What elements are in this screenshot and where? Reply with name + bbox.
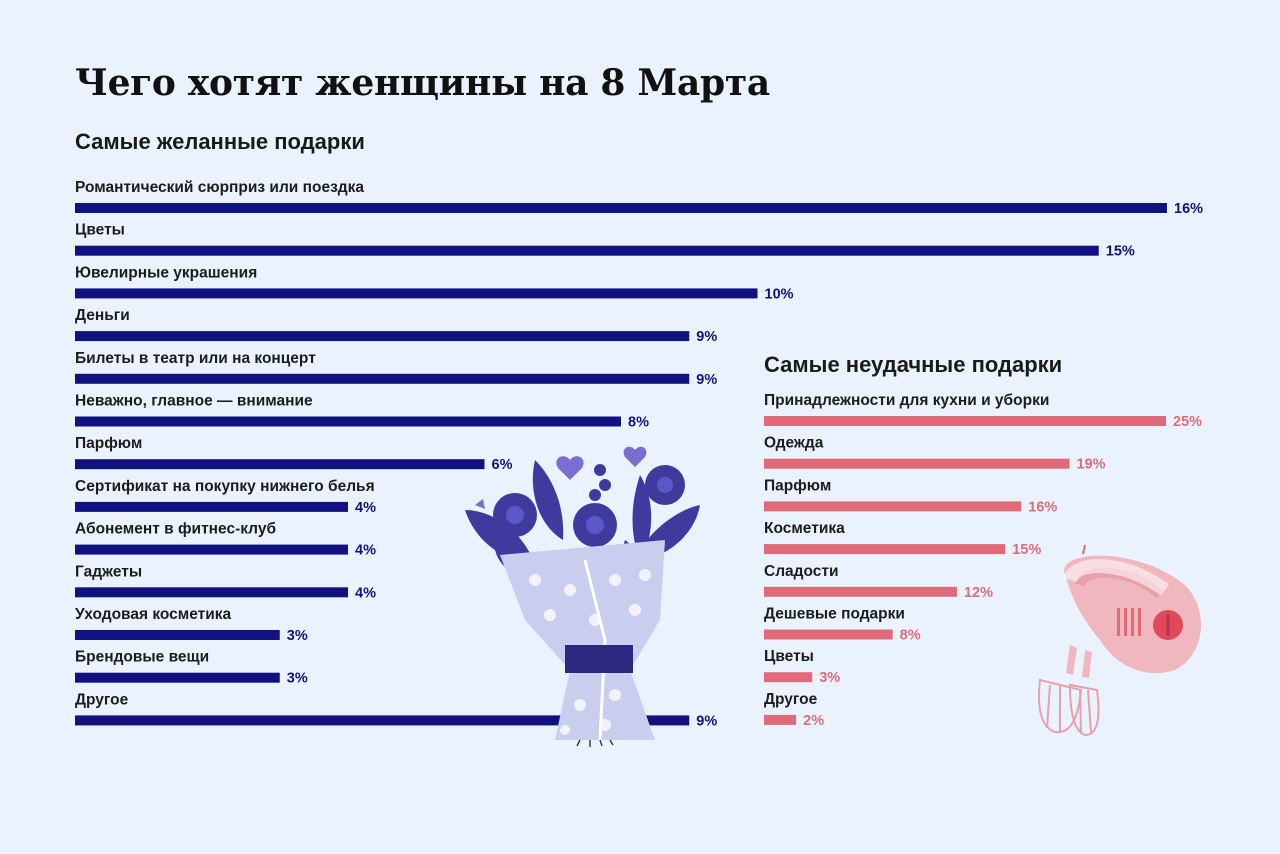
- unwanted-gift-bar: [764, 629, 893, 640]
- desired-gift-category-label: Билеты в театр или на концерт: [75, 350, 316, 367]
- desired-gift-value-label: 6%: [492, 457, 513, 473]
- unwanted-gift-value-label: 25%: [1173, 414, 1202, 430]
- unwanted-gift-bar: [764, 714, 797, 725]
- desired-gift-bar: [75, 459, 485, 470]
- desired-gift-bar: [75, 501, 348, 512]
- desired-gift-category-label: Другое: [75, 691, 129, 708]
- desired-gift-value-label: 9%: [696, 329, 717, 345]
- unwanted-gift-value-label: 15%: [1012, 542, 1041, 558]
- unwanted-gift-value-label: 2%: [803, 713, 824, 729]
- desired-gift-value-label: 3%: [287, 628, 308, 644]
- desired-gift-category-label: Деньги: [75, 307, 130, 324]
- desired-gift-bar: [75, 544, 348, 555]
- desired-gift-value-label: 3%: [287, 671, 308, 687]
- unwanted-gift-bar: [764, 416, 1166, 426]
- unwanted-gift-category-label: Сладости: [764, 563, 839, 580]
- desired-gift-value-label: 4%: [355, 585, 376, 601]
- desired-gift-value-label: 16%: [1174, 201, 1203, 217]
- desired-gift-bar: [75, 715, 690, 726]
- unwanted-gifts-title: Самые неудачные подарки: [764, 352, 1063, 377]
- unwanted-gift-value-label: 19%: [1077, 457, 1106, 473]
- desired-gift-category-label: Неважно, главное — внимание: [75, 393, 313, 410]
- unwanted-gift-value-label: 8%: [900, 628, 921, 644]
- unwanted-gift-bar: [764, 544, 1006, 555]
- desired-gift-bar: [75, 331, 690, 342]
- unwanted-gift-value-label: 3%: [819, 670, 840, 686]
- flower-bouquet-icon: [465, 446, 700, 747]
- desired-gift-value-label: 9%: [696, 713, 717, 729]
- desired-gift-bar: [75, 587, 348, 598]
- unwanted-gift-category-label: Другое: [764, 691, 818, 708]
- desired-gift-value-label: 9%: [696, 372, 717, 388]
- desired-gift-category-label: Брендовые вещи: [75, 649, 209, 666]
- desired-gift-category-label: Романтический сюрприз или поездка: [75, 179, 364, 196]
- desired-gift-value-label: 8%: [628, 415, 649, 431]
- desired-gift-bar: [75, 416, 621, 427]
- desired-gift-category-label: Ювелирные украшения: [75, 264, 257, 281]
- hand-mixer-icon: [1038, 544, 1202, 737]
- unwanted-gift-bar: [764, 501, 1022, 512]
- desired-gift-bar: [75, 373, 690, 384]
- desired-gifts-title: Самые желанные подарки: [75, 129, 365, 154]
- desired-gift-value-label: 4%: [355, 500, 376, 516]
- desired-gift-value-label: 15%: [1106, 244, 1135, 260]
- desired-gift-category-label: Парфюм: [75, 435, 142, 452]
- desired-gift-category-label: Сертификат на покупку нижнего белья: [75, 478, 375, 495]
- unwanted-gift-bar: [764, 586, 957, 597]
- unwanted-gift-category-label: Дешевые подарки: [764, 606, 905, 623]
- desired-gift-bar: [75, 630, 280, 640]
- desired-gift-value-label: 4%: [355, 543, 376, 559]
- desired-gift-value-label: 10%: [765, 286, 794, 302]
- desired-gift-category-label: Абонемент в фитнес-клуб: [75, 521, 276, 538]
- unwanted-gift-category-label: Одежда: [764, 435, 824, 452]
- desired-gift-category-label: Гаджеты: [75, 563, 142, 580]
- desired-gift-category-label: Уходовая косметика: [75, 606, 232, 623]
- desired-gift-bar: [75, 288, 758, 299]
- unwanted-gift-bar: [764, 458, 1070, 469]
- unwanted-gift-category-label: Цветы: [764, 648, 814, 665]
- unwanted-gift-category-label: Принадлежности для кухни и уборки: [764, 392, 1049, 409]
- unwanted-gift-value-label: 16%: [1028, 499, 1057, 515]
- desired-gift-bar: [75, 203, 1167, 213]
- desired-gift-bar: [75, 672, 280, 683]
- page-title: Чего хотят женщины на 8 Марта: [75, 62, 770, 104]
- desired-gift-category-label: Цветы: [75, 222, 125, 239]
- unwanted-gift-bar: [764, 672, 813, 683]
- unwanted-gift-category-label: Косметика: [764, 520, 845, 537]
- desired-gift-bar: [75, 245, 1099, 256]
- unwanted-gift-value-label: 12%: [964, 585, 993, 601]
- unwanted-gift-category-label: Парфюм: [764, 477, 831, 494]
